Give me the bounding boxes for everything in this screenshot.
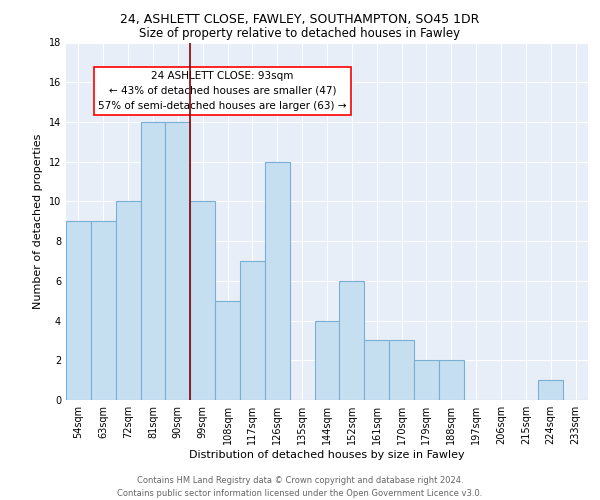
Bar [389,340,414,400]
Bar [166,122,190,400]
Bar [439,360,464,400]
Y-axis label: Number of detached properties: Number of detached properties [33,134,43,309]
Bar [215,300,240,400]
Bar [340,281,364,400]
Bar [66,221,91,400]
Text: 24, ASHLETT CLOSE, FAWLEY, SOUTHAMPTON, SO45 1DR: 24, ASHLETT CLOSE, FAWLEY, SOUTHAMPTON, … [121,12,479,26]
Bar [140,122,166,400]
X-axis label: Distribution of detached houses by size in Fawley: Distribution of detached houses by size … [189,450,465,460]
Text: Contains HM Land Registry data © Crown copyright and database right 2024.
Contai: Contains HM Land Registry data © Crown c… [118,476,482,498]
Bar [314,320,340,400]
Bar [414,360,439,400]
Bar [240,261,265,400]
Text: Size of property relative to detached houses in Fawley: Size of property relative to detached ho… [139,28,461,40]
Bar [364,340,389,400]
Bar [538,380,563,400]
Bar [190,202,215,400]
Bar [265,162,290,400]
Bar [91,221,116,400]
Text: 24 ASHLETT CLOSE: 93sqm
← 43% of detached houses are smaller (47)
57% of semi-de: 24 ASHLETT CLOSE: 93sqm ← 43% of detache… [98,71,347,110]
Bar [116,202,140,400]
